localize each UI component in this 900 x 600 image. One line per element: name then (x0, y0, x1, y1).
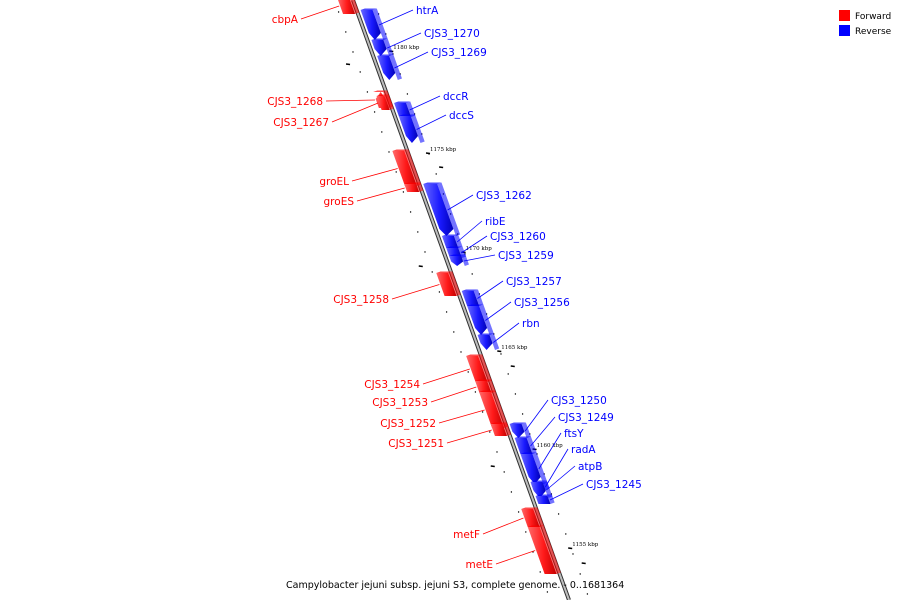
gene-label-cjs3-1254: CJS3_1254 (364, 379, 420, 391)
kbp-tick-label: 1155 kbp (572, 542, 599, 548)
gene-label-cjs3-1262: CJS3_1262 (476, 190, 532, 202)
gene-label-atpb: atpB (578, 461, 602, 473)
label-leader-cjs3-1253 (430, 386, 477, 403)
gene-cjs3-1253 (475, 379, 496, 393)
gene-label-cjs3-1270: CJS3_1270 (424, 28, 480, 40)
minor-ticks (337, 11, 589, 595)
label-leader-cjs3-1250 (524, 399, 549, 432)
legend-forward-label: Forward (855, 12, 891, 22)
gene-label-cjs3-1249: CJS3_1249 (558, 412, 614, 424)
gene-label-metf: metF (453, 529, 480, 541)
gene-label-htra: htrA (416, 5, 439, 17)
label-leader-cjs3-1259 (463, 254, 496, 262)
gene-label-ribe: ribE (485, 216, 506, 228)
label-leader-cjs3-1260 (460, 235, 488, 254)
gene-label-cjs3-1269: CJS3_1269 (431, 47, 487, 59)
gene-label-ftsy: ftsY (564, 428, 584, 440)
gene-label-cbpa: cbpA (272, 14, 299, 26)
kbp-tick-label: 1160 kbp (537, 443, 564, 449)
gene-label-cjs3-1252: CJS3_1252 (380, 418, 436, 430)
legend: Forward Reverse (839, 10, 892, 37)
label-leader-metf (482, 517, 524, 535)
gene-cjs3-1250 (509, 422, 531, 438)
legend-reverse-label: Reverse (855, 27, 892, 37)
label-leader-cjs3-1258 (391, 284, 440, 300)
label-leader-atpb (546, 465, 576, 491)
legend-forward-swatch (839, 10, 850, 21)
gene-label-cjs3-1251: CJS3_1251 (388, 438, 444, 450)
label-leader-dccr (409, 95, 441, 111)
label-leader-cjs3-1270 (387, 32, 422, 49)
gene-label-mete: metE (466, 559, 493, 571)
gene-cjs3-1259 (449, 254, 469, 266)
gene-label-cjs3-1257: CJS3_1257 (506, 276, 562, 288)
label-leader-rbn (493, 322, 520, 343)
gene-mete (527, 525, 561, 574)
gene-cjs3-1258 (436, 271, 461, 296)
gene-cjs3-1257 (461, 289, 484, 306)
gene-label-rada: radA (571, 444, 596, 456)
gene-label-rbn: rbn (522, 318, 540, 330)
gene-ftsy (520, 452, 548, 484)
label-leader-cjs3-1249 (530, 416, 556, 447)
label-leader-groes (356, 187, 405, 202)
gene-label-dccr: dccR (443, 91, 469, 103)
label-leader-cjs3-1254 (422, 368, 470, 385)
gene-labels: cbpA CJS3_1268 CJS3_1267 groEL groES CJS3_125… (267, 5, 642, 571)
map-caption: Campylobacter jejuni subsp. jejuni S3, c… (286, 580, 624, 591)
gene-cjs3-1270 (371, 38, 394, 56)
label-leader-groel (351, 168, 398, 182)
gene-groel (392, 149, 422, 186)
kbp-tick-label: 1175 kbp (430, 147, 457, 153)
label-leader-cjs3-1252 (438, 409, 485, 424)
kbp-tick-label: 1170 kbp (466, 246, 493, 252)
label-leader-mete (495, 550, 536, 565)
gene-label-cjs3-1267: CJS3_1267 (273, 117, 329, 129)
gene-cjs3-1254 (466, 354, 492, 382)
label-leader-ribe (456, 220, 483, 243)
label-leader-cjs3-1267 (331, 102, 379, 123)
label-leader-rada (544, 448, 569, 488)
label-leader-htra (378, 9, 414, 26)
gene-label-cjs3-1258: CJS3_1258 (333, 294, 389, 306)
gene-label-cjs3-1268: CJS3_1268 (267, 96, 323, 108)
gene-ribe (441, 234, 463, 248)
gene-cjs3-1251 (490, 422, 512, 436)
label-leader-cjs3-1256 (485, 301, 512, 321)
gene-label-groel: groEL (319, 176, 349, 188)
gene-label-cjs3-1253: CJS3_1253 (372, 397, 428, 409)
gene-label-dccs: dccS (449, 110, 474, 122)
label-leader-cjs3-1262 (447, 194, 474, 211)
gene-rbn (477, 333, 500, 350)
label-leader-dccs (416, 114, 447, 130)
gene-label-cjs3-1250: CJS3_1250 (551, 395, 607, 407)
label-leader-cjs3-1245 (549, 483, 584, 501)
label-leader-cbpa (300, 5, 340, 20)
gene-label-leaders (300, 5, 584, 565)
gene-cjs3-1249 (514, 436, 537, 454)
label-leader-cjs3-1269 (394, 51, 429, 69)
legend-reverse-swatch (839, 25, 850, 36)
gene-groes (404, 182, 424, 192)
label-leader-cjs3-1268 (325, 99, 376, 102)
gene-label-cjs3-1260: CJS3_1260 (490, 231, 546, 243)
gene-cjs3-1267 (376, 94, 394, 110)
label-leader-cjs3-1257 (477, 280, 504, 299)
kbp-tick-label: 1180 kbp (393, 45, 420, 51)
label-leader-ftsy (538, 432, 562, 470)
gene-label-cjs3-1259: CJS3_1259 (498, 250, 554, 262)
gene-cjs3-1252 (479, 390, 509, 428)
gene-label-cjs3-1245: CJS3_1245 (586, 479, 642, 491)
gene-label-cjs3-1256: CJS3_1256 (514, 297, 570, 309)
gene-metf (521, 507, 544, 527)
gene-label-groes: groES (324, 196, 355, 208)
gene-cbpa (338, 0, 360, 14)
gene-features (338, 0, 561, 574)
kbp-tick-label: 1165 kbp (501, 345, 528, 351)
label-leader-cjs3-1251 (446, 429, 492, 444)
